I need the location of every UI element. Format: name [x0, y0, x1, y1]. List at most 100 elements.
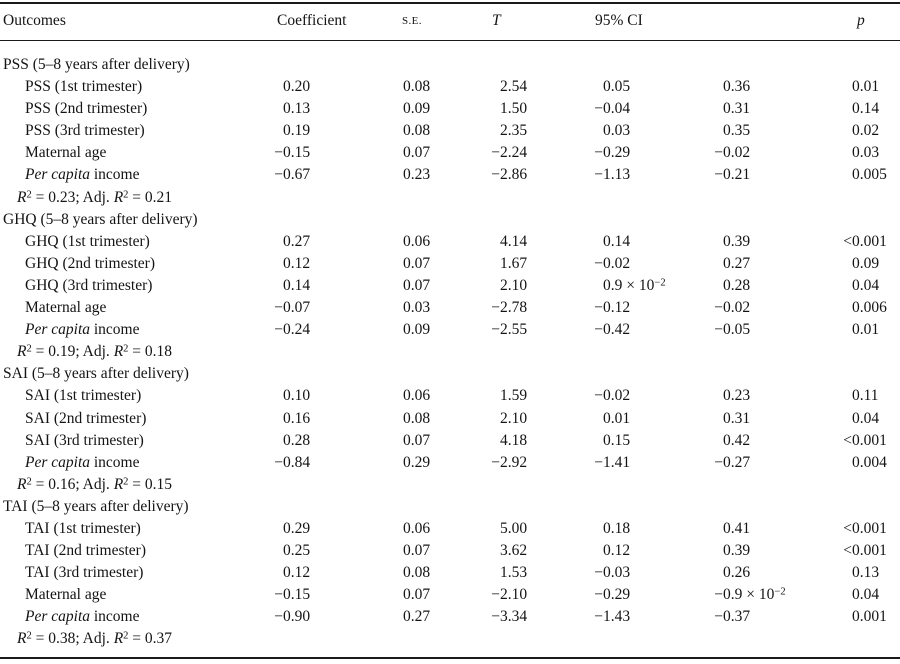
value: 0.16 — [283, 409, 311, 427]
sign-prefix — [486, 231, 500, 253]
se-cell: 0.27 — [389, 606, 486, 628]
table-row: TAI (3rd trimester) 0.12 0.08 1.53 −0.03 0.26… — [0, 562, 900, 584]
sign-prefix — [389, 275, 403, 297]
t-cell: −3.34 — [486, 606, 589, 628]
sign-prefix — [269, 275, 283, 297]
value: 0.12 — [603, 299, 631, 317]
sign-prefix — [486, 275, 500, 297]
ci-high-cell: −0.27 — [709, 452, 838, 474]
ci-high-cell: 0.31 — [709, 98, 838, 120]
value: 2.35 — [500, 122, 528, 140]
sign-prefix: − — [594, 321, 603, 339]
coefficient-cell: 0.25 — [269, 540, 389, 562]
t-cell: 2.35 — [486, 120, 589, 142]
table-row: Maternal age −0.07 0.03−2.78−0.12−0.02 0.00… — [0, 297, 900, 319]
value: 0.12 — [283, 564, 311, 582]
sign-prefix — [389, 76, 403, 98]
value: 0.14 — [603, 232, 631, 250]
sign-prefix — [269, 430, 283, 452]
ci-high-cell: 0.36 — [709, 76, 838, 98]
t-cell: 2.10 — [486, 408, 589, 430]
value: 0.02 — [723, 144, 751, 162]
ci-high-cell: −0.05 — [709, 319, 838, 341]
outcome-cell: PSS (2nd trimester) — [25, 100, 148, 118]
sign-prefix — [269, 253, 283, 275]
se-cell: 0.07 — [389, 540, 486, 562]
se-cell: 0.09 — [389, 319, 486, 341]
sign-prefix — [389, 540, 403, 562]
outcome-cell: SAI (1st trimester) — [25, 387, 142, 405]
sign-prefix: − — [594, 299, 603, 317]
table-row: GHQ (1st trimester) 0.27 0.06 4.14 0.14 0.39 <… — [0, 231, 900, 253]
col-header-p: p — [857, 12, 865, 29]
sign-prefix — [486, 253, 500, 275]
col-header-ci: 95% CI — [595, 12, 643, 29]
coefficient-cell: −0.07 — [269, 297, 389, 319]
outcome-cell: GHQ (3rd trimester) — [25, 276, 153, 294]
sign-prefix: < — [843, 519, 852, 537]
value: 1.13 — [603, 166, 631, 184]
sign-prefix — [486, 76, 500, 98]
r-squared-text: R2 = 0.23; Adj. R2 = 0.21 — [17, 188, 173, 206]
ci-low-cell: 0.18 — [589, 518, 709, 540]
outcome-cell: PSS (1st trimester) — [25, 78, 143, 96]
value: 0.12 — [283, 254, 311, 272]
sign-prefix: − — [491, 453, 500, 471]
p-cell: 0.01 — [838, 76, 897, 98]
coefficient-cell: 0.12 — [269, 562, 389, 584]
t-cell: −2.10 — [486, 584, 589, 606]
sign-prefix — [389, 142, 403, 164]
p-cell: 0.09 — [838, 253, 897, 275]
sign-prefix: − — [594, 166, 603, 184]
section-title: PSS (5–8 years after delivery) — [3, 56, 190, 73]
sign-prefix — [269, 98, 283, 120]
p-cell: 0.13 — [838, 562, 897, 584]
ci-high-cell: 0.39 — [709, 231, 838, 253]
sign-prefix — [709, 275, 723, 297]
sign-prefix — [589, 231, 603, 253]
ci-low-cell: 0.15 — [589, 430, 709, 452]
ci-high-cell: −0.9 × 10−2 — [709, 584, 838, 606]
value: 0.08 — [403, 564, 431, 582]
value: 0.15 — [283, 586, 311, 604]
value: 0.03 — [603, 564, 631, 582]
sign-prefix — [709, 98, 723, 120]
table-body: PSS (5–8 years after delivery) PSS (1st t… — [0, 54, 900, 651]
sign-prefix — [709, 76, 723, 98]
sign-prefix: − — [714, 144, 723, 162]
p-cell: 0.14 — [838, 98, 897, 120]
value: 2.10 — [500, 276, 528, 294]
ci-high-cell: 0.39 — [709, 540, 838, 562]
se-cell: 0.08 — [389, 120, 486, 142]
ci-low-cell: 0.9 × 10−2 — [589, 275, 709, 297]
outcome-cell: Maternal age — [25, 586, 107, 604]
coefficient-cell: −0.24 — [269, 319, 389, 341]
value: 2.10 — [500, 586, 528, 604]
value: 0.29 — [283, 519, 311, 537]
sign-prefix — [389, 231, 403, 253]
ci-high-cell: −0.02 — [709, 142, 838, 164]
sign-prefix — [589, 518, 603, 540]
p-cell: <0.001 — [838, 231, 897, 253]
value: 0.001 — [852, 608, 887, 626]
table-row: GHQ (3rd trimester) 0.14 0.07 2.10 0.9 × 10−… — [0, 275, 900, 297]
ci-high-cell: −0.21 — [709, 164, 838, 186]
sign-prefix — [589, 76, 603, 98]
value: 0.13 — [852, 564, 880, 582]
p-cell: <0.001 — [838, 430, 897, 452]
sign-prefix: − — [714, 453, 723, 471]
sign-prefix — [269, 518, 283, 540]
coefficient-cell: −0.84 — [269, 452, 389, 474]
table-row: GHQ (2nd trimester) 0.12 0.07 1.67 −0.02 0.27… — [0, 253, 900, 275]
value: 0.07 — [403, 542, 431, 560]
t-cell: 1.53 — [486, 562, 589, 584]
value: 0.09 — [403, 321, 431, 339]
coefficient-cell: 0.19 — [269, 120, 389, 142]
t-cell: 1.67 — [486, 253, 589, 275]
t-cell: 4.14 — [486, 231, 589, 253]
value: 0.15 — [603, 431, 631, 449]
value: 1.53 — [500, 564, 528, 582]
sign-prefix — [709, 540, 723, 562]
value: 4.18 — [500, 431, 528, 449]
value: 0.08 — [403, 122, 431, 140]
